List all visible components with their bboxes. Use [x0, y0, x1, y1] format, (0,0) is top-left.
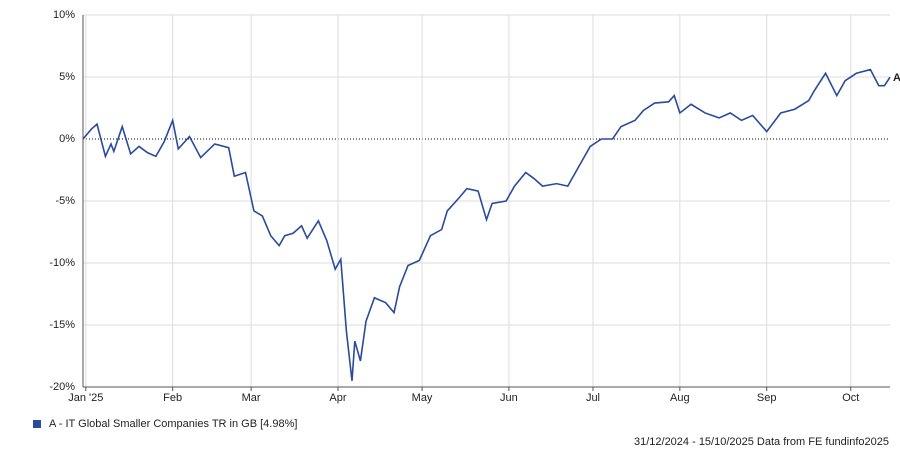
legend-label: A - IT Global Smaller Companies TR in GB… — [49, 418, 297, 430]
y-tick-label: -15% — [49, 319, 75, 331]
y-tick-label: 10% — [53, 9, 75, 21]
x-tick-label: Jan '25 — [68, 392, 103, 404]
x-tick-label: Mar — [242, 392, 261, 404]
x-tick-label: Oct — [842, 392, 859, 404]
y-tick-label: -5% — [55, 195, 75, 207]
footer: 31/12/2024 - 15/10/2025 Data from FE fun… — [634, 436, 889, 448]
x-tick-label: Feb — [163, 392, 182, 404]
legend-swatch — [33, 420, 41, 428]
x-tick-label: May — [412, 392, 433, 404]
series-line — [82, 68, 891, 381]
end-label: A — [893, 72, 900, 84]
x-tick-label: Aug — [670, 392, 690, 404]
x-tick-label: Apr — [329, 392, 346, 404]
y-tick-label: 5% — [59, 71, 75, 83]
y-tick-label: -20% — [49, 381, 75, 393]
x-tick-label: Sep — [757, 392, 777, 404]
y-tick-label: 0% — [59, 133, 75, 145]
x-tick-label: Jun — [500, 392, 518, 404]
y-tick-label: -10% — [49, 257, 75, 269]
x-tick-label: Jul — [586, 392, 600, 404]
